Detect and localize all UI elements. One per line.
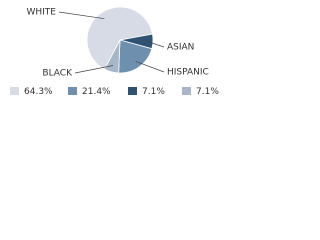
legend-label: 7.1% (196, 87, 219, 97)
legend-swatch (68, 87, 77, 95)
leader-line (74, 65, 114, 74)
legend-swatch (182, 87, 191, 95)
slice-label: HISPANIC (167, 68, 209, 78)
legend-swatch (128, 87, 137, 95)
pie-slice (118, 39, 153, 74)
legend-swatch (10, 87, 19, 95)
legend-label: 7.1% (142, 87, 165, 97)
leader-line (58, 11, 105, 20)
pie-slice (103, 39, 121, 74)
pie-slice (86, 6, 153, 70)
slice-label: BLACK (42, 69, 73, 79)
leader-line (135, 60, 165, 73)
slice-label: ASIAN (167, 43, 194, 53)
legend-label: 64.3% (24, 87, 53, 97)
legend-label: 21.4% (82, 87, 111, 97)
chart: WHITE ASIAN HISPANIC BLACK 64.3% 21.4% 7.1% 7.1… (10, 6, 219, 97)
slice-label: WHITE (26, 8, 56, 18)
leader-line (146, 40, 165, 48)
